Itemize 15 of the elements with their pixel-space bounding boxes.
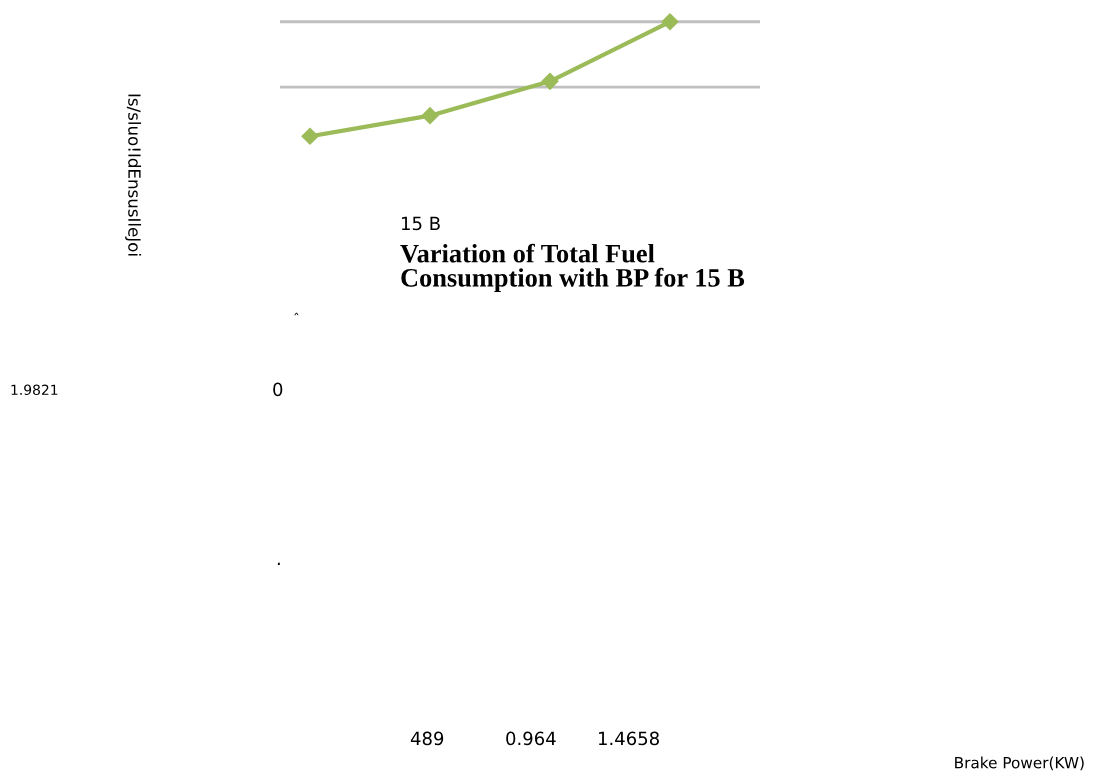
text: .	[277, 562, 280, 565]
text: 1.9821	[11, 384, 58, 396]
point	[301, 127, 319, 145]
text: ˆ	[294, 312, 299, 316]
point	[421, 107, 439, 125]
text: 0	[273, 382, 283, 397]
text: 0.964	[506, 731, 556, 746]
point	[541, 72, 559, 90]
text: Brake Power(KW)	[955, 756, 1084, 771]
text: 489	[410, 731, 444, 746]
text: 15 B	[401, 216, 440, 231]
text: Variation of Total Fuel Consumption with BP for 15 B	[400, 243, 745, 293]
text: Is/sluo!IdEnsusIleJoi	[125, 94, 142, 256]
text: 1.4658	[598, 731, 659, 746]
point	[661, 13, 679, 31]
